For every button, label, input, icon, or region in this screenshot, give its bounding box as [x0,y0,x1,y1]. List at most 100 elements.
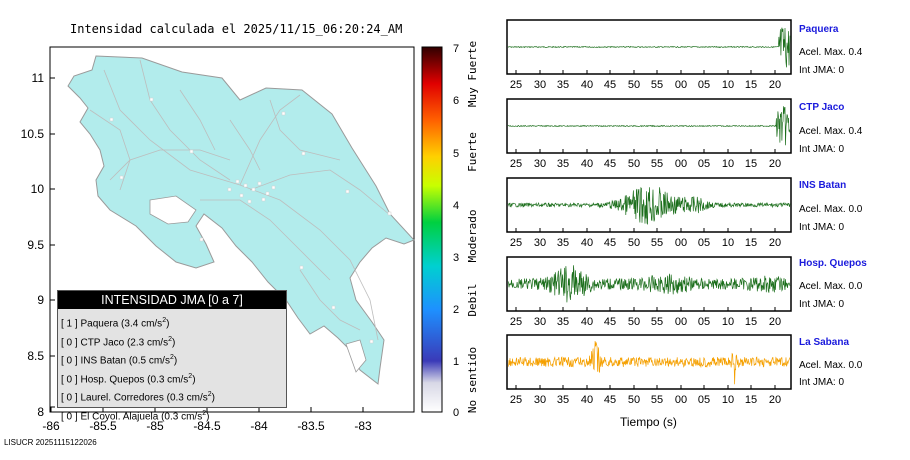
time-tick-label: 30 [534,79,546,91]
time-tick-label: 50 [628,79,640,91]
lat-tick-label: 10.5 [21,127,45,141]
colorbar-value: 6 [453,95,459,107]
waveform-panel: 25 30 35 40 45 50 55 00 05 10 15 20 [506,19,792,91]
time-tick-label: 10 [722,79,734,91]
station-name: INS Batan [799,180,847,191]
golfo-dulce [345,339,367,373]
waveform-trace [507,186,791,225]
station-int: Int JMA: 0 [799,222,845,233]
waveform-trace [507,340,791,385]
waveform-panel: 25 30 35 40 45 50 55 00 05 10 15 20 [506,256,792,328]
waveform-panel: 25 30 35 40 45 50 55 00 05 10 15 20 [506,177,792,249]
lat-tick-label: 9.5 [27,238,44,252]
legend-level: [ 0 ] [61,410,78,422]
time-tick-label: 10 [722,158,734,170]
colorbar-value: 1 [453,356,459,368]
credit-text: LISUCR 20251115122026 [4,438,97,447]
time-tick-label: 30 [534,316,546,328]
waveform-trace [507,27,791,68]
time-tick-label: 20 [769,394,781,406]
time-tick-label: 05 [698,237,710,249]
time-tick-label: 45 [604,394,616,406]
lon-tick-label: -86 [42,419,60,433]
colorbar-value: 5 [453,148,459,160]
time-tick-label: 00 [675,158,687,170]
lon-tick-label: -83.5 [297,419,325,433]
legend-list: [ 1 ] Paquera (3.4 cm/s2) [ 0 ] CTP Jaco… [61,313,286,424]
station-name: Paquera [799,24,839,35]
legend-level: [ 0 ] [61,373,78,385]
time-tick-label: 40 [581,316,593,328]
time-tick-label: 40 [581,394,593,406]
time-tick-label: 25 [510,394,522,406]
time-tick-label: 40 [581,237,593,249]
time-tick-label: 15 [745,316,757,328]
lat-tick-label: 8.5 [27,349,44,363]
legend-item: [ 0 ] El Coyol. Alajuela (0.3 cm/s2) [61,409,210,422]
time-axis-label: Tiempo (s) [620,415,677,429]
station-int: Int JMA: 0 [799,377,845,388]
station-acel: Acel. Max. 0.0 [799,204,863,215]
colorbar-value: 3 [453,252,459,264]
map-ticks [50,77,364,412]
station-name: La Sabana [799,337,850,348]
waveform-trace [507,265,791,303]
time-tick-label: 50 [628,394,640,406]
colorbar-value: 4 [453,200,459,212]
lon-tick-label: -85 [146,419,164,433]
station-int: Int JMA: 0 [799,65,845,76]
station-acel: Acel. Max. 0.4 [799,47,863,58]
time-tick-label: 05 [698,316,710,328]
time-tick-label: 30 [534,158,546,170]
time-tick-label: 05 [698,79,710,91]
time-tick-label: 45 [604,158,616,170]
time-tick-label: 55 [651,394,663,406]
legend-item: [ 0 ] Laurel. Corredores (0.3 cm/s2) [61,391,215,404]
waveform-trace [507,106,791,146]
time-tick-label: 40 [581,158,593,170]
time-tick-label: 25 [510,158,522,170]
legend-station: Paquera (3.4 cm/s [80,318,163,330]
time-tick-label: 00 [675,316,687,328]
station-acel: Acel. Max. 0.0 [799,281,863,292]
time-tick-label: 15 [745,394,757,406]
map-title: Intensidad calculada el 2025/11/15_06:20… [70,22,403,36]
colorbar-value: 7 [453,43,459,55]
time-tick-label: 25 [510,79,522,91]
legend-level: [ 0 ] [61,355,78,367]
time-tick-label: 35 [557,158,569,170]
legend-title: INTENSIDAD JMA [0 a 7] [58,291,286,309]
legend-item: [ 1 ] Paquera (3.4 cm/s2) [61,317,170,330]
legend-item: [ 0 ] INS Batan (0.5 cm/s2) [61,354,178,367]
time-tick-label: 50 [628,237,640,249]
waveform-panel: 25 30 35 40 45 50 55 00 05 10 15 20 [506,98,792,170]
time-tick-label: 30 [534,394,546,406]
legend-level: [ 0 ] [61,336,78,348]
legend-station: CTP Jaco (2.3 cm/s [80,336,169,348]
lon-tick-label: -84.5 [193,419,221,433]
colorbar-value: 0 [453,407,459,419]
time-tick-label: 45 [604,316,616,328]
time-tick-label: 10 [722,394,734,406]
legend-level: [ 0 ] [61,392,78,404]
intensity-legend: INTENSIDAD JMA [0 a 7] [ 1 ] Paquera (3.… [57,290,287,422]
time-tick-label: 55 [651,79,663,91]
colorbar-label: Muy Fuerte [466,41,479,107]
time-tick-label: 55 [651,237,663,249]
time-tick-label: 00 [675,237,687,249]
time-tick-label: 45 [604,237,616,249]
time-tick-label: 15 [745,79,757,91]
time-tick-label: 20 [769,316,781,328]
legend-station: INS Batan (0.5 cm/s [80,355,170,367]
time-tick-label: 30 [534,237,546,249]
time-tick-label: 20 [769,79,781,91]
time-tick-label: 40 [581,79,593,91]
station-name: CTP Jaco [799,102,845,113]
time-tick-label: 20 [769,158,781,170]
costa-rica-landmass [67,55,415,385]
gulf-of-nicoya [149,195,197,225]
station-acel: Acel. Max. 0.0 [799,360,863,371]
lat-tick-label: 9 [37,293,44,307]
colorbar-label: Debil [466,283,479,316]
lon-tick-label: -85.5 [89,419,117,433]
